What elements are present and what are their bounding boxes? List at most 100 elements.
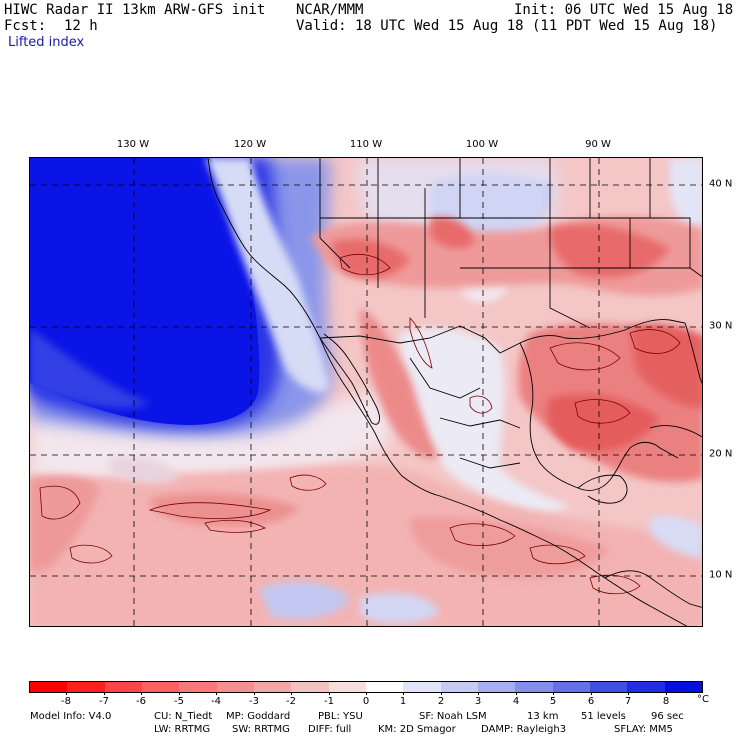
colorbar-cell bbox=[328, 682, 366, 692]
colorbar-cell bbox=[589, 682, 628, 692]
florida-red-core bbox=[630, 323, 702, 408]
pacific-coastline bbox=[207, 158, 688, 626]
model-title: HIWC Radar II 13km ARW-GFS init bbox=[4, 2, 266, 18]
forecast-label: Fcst: bbox=[4, 18, 47, 34]
model-info-version: Model Info: V4.0 bbox=[30, 711, 112, 722]
colorbar-tick-label: -4 bbox=[211, 696, 221, 707]
colorbar-tick bbox=[66, 692, 67, 695]
us-gulf-coast bbox=[519, 319, 702, 385]
model-info-km: KM: 2D Smagor bbox=[378, 724, 456, 735]
colorbar-cell bbox=[664, 682, 702, 692]
colorbar-tick-label: -8 bbox=[61, 696, 71, 707]
valid-time: Valid: 18 UTC Wed 15 Aug 18 (11 PDT Wed … bbox=[296, 18, 718, 34]
lat-lon-grid bbox=[30, 158, 702, 626]
state-line-ms-al bbox=[630, 217, 691, 269]
mexico-state-line-3 bbox=[459, 457, 521, 469]
pacific-light-patch bbox=[110, 456, 180, 484]
colorbar-tick-label: 8 bbox=[662, 696, 670, 707]
model-info-diff: DIFF: full bbox=[308, 724, 352, 735]
colorbar-cell bbox=[291, 682, 329, 692]
deep-blue-stable-region bbox=[30, 158, 260, 425]
field-name: Lifted index bbox=[8, 35, 85, 50]
colorbar-tick-label: 4 bbox=[512, 696, 520, 707]
colorbar-cell bbox=[179, 682, 217, 692]
colorbar-cell bbox=[253, 682, 292, 692]
colorbar-tick bbox=[591, 692, 592, 695]
model-info-timestep: 96 sec bbox=[651, 711, 684, 722]
colorbar-tick-label: 1 bbox=[399, 696, 407, 707]
colorbar-cell bbox=[627, 682, 665, 692]
colorbar-cell bbox=[365, 682, 404, 692]
model-info-mp: MP: Goddard bbox=[226, 711, 291, 722]
blue-tongue bbox=[30, 328, 150, 409]
midsouth-red-cell bbox=[549, 224, 670, 278]
lifted-index-map bbox=[29, 157, 703, 627]
model-info-levels: 51 levels bbox=[581, 711, 626, 722]
state-line-ga bbox=[689, 267, 702, 278]
coastal-stable-strip bbox=[205, 158, 330, 393]
model-info-sf: SF: Noah LSM bbox=[419, 711, 487, 722]
org-label: NCAR/MMM bbox=[296, 2, 364, 18]
colorbar-tick bbox=[329, 692, 330, 695]
colorbar-tick bbox=[366, 692, 367, 695]
colorbar-tick-label: -3 bbox=[249, 696, 259, 707]
tropical-blue-patch-2 bbox=[360, 593, 440, 624]
colorbar-tick-label: -1 bbox=[324, 696, 334, 707]
lat-label-10n: 10 N bbox=[709, 569, 733, 581]
mexico-state-line-2 bbox=[439, 417, 521, 429]
init-time: Init: 06 UTC Wed 15 Aug 18 bbox=[514, 2, 734, 18]
colorbar-cell bbox=[515, 682, 553, 692]
colorbar-tick-label: -2 bbox=[286, 696, 296, 707]
colorbar-tick-label: 3 bbox=[474, 696, 482, 707]
colorbar-cell bbox=[216, 682, 254, 692]
colorbar-tick bbox=[141, 692, 142, 695]
yucatan bbox=[577, 474, 628, 504]
model-info-damp: DAMP: Rayleigh3 bbox=[481, 724, 567, 735]
model-info-sflay: SFLAY: MM5 bbox=[614, 724, 673, 735]
four-corners-red-cell bbox=[430, 216, 475, 249]
colorbar-tick-label: 7 bbox=[624, 696, 632, 707]
mexican-plateau-neutral bbox=[400, 328, 570, 513]
colorbar-cell bbox=[477, 682, 516, 692]
colorbar-cell bbox=[403, 682, 441, 692]
forecast-hour: 12 h bbox=[64, 18, 98, 34]
colorbar-tick-label: -5 bbox=[174, 696, 184, 707]
lon-label-120w: 120 W bbox=[233, 139, 267, 150]
model-info-pbl: PBL: YSU bbox=[318, 711, 363, 722]
cuba bbox=[649, 425, 702, 438]
tropical-blue-patch-1 bbox=[260, 582, 350, 619]
model-info-sw: SW: RRTMG bbox=[232, 724, 290, 735]
colorbar-tick-label: 0 bbox=[362, 696, 370, 707]
state-line-la bbox=[549, 268, 591, 329]
colorbar-tick bbox=[179, 692, 180, 695]
colorbar-tick-label: 2 bbox=[437, 696, 445, 707]
colorbar-tick bbox=[553, 692, 554, 695]
colorbar-cell bbox=[552, 682, 590, 692]
lat-label-30n: 30 N bbox=[709, 320, 733, 332]
colorbar-tick bbox=[516, 692, 517, 695]
colorbar-tick bbox=[666, 692, 667, 695]
colorbar-cell bbox=[440, 682, 478, 692]
colorbar-tick bbox=[216, 692, 217, 695]
lon-label-130w: 130 W bbox=[116, 139, 150, 150]
baja-unstable bbox=[360, 308, 440, 459]
epac-red-patch bbox=[410, 517, 610, 578]
map-canvas bbox=[30, 158, 702, 626]
baja-peninsula bbox=[319, 333, 380, 425]
colorbar-tick bbox=[628, 692, 629, 695]
lon-label-110w: 110 W bbox=[349, 139, 383, 150]
lon-label-90w: 90 W bbox=[585, 139, 611, 150]
colorbar-unit: °C bbox=[697, 694, 709, 705]
colorbar-cell bbox=[141, 682, 180, 692]
colorbar-cell bbox=[67, 682, 105, 692]
model-info-resolution: 13 km bbox=[527, 711, 559, 722]
colorbar-tick-label: 6 bbox=[587, 696, 595, 707]
colorbar-tick bbox=[478, 692, 479, 695]
lat-label-20n: 20 N bbox=[709, 448, 733, 460]
colorbar-tick-label: 5 bbox=[549, 696, 557, 707]
northeast-neutral bbox=[670, 158, 702, 247]
mexico-state-line-1 bbox=[409, 357, 481, 399]
colorbar-tick bbox=[104, 692, 105, 695]
colorbar-cell bbox=[104, 682, 142, 692]
model-info-lw: LW: RRTMG bbox=[154, 724, 211, 735]
